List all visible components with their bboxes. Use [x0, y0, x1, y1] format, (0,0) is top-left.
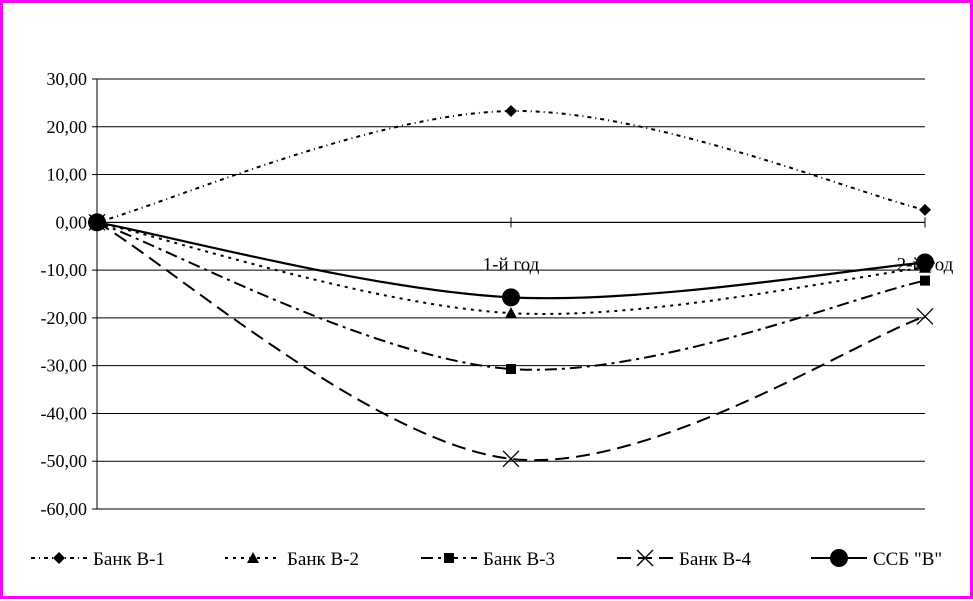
y-tick-label: -50,00 [41, 451, 88, 471]
legend-marker [444, 553, 454, 563]
data-point [505, 307, 517, 319]
data-point [916, 253, 934, 272]
legend-item: Банк В-1 [31, 549, 165, 570]
legend-item: Банк В-3 [421, 549, 555, 570]
legend-label: ССБ "В" [873, 549, 942, 570]
data-point [920, 275, 930, 286]
data-point [502, 288, 520, 307]
legend-marker [53, 552, 65, 564]
legend-item: ССБ "В" [811, 549, 942, 570]
data-point [916, 307, 934, 325]
x-axis: 1-й год 2-й год [96, 217, 954, 275]
legend-label: Банк В-2 [287, 549, 359, 570]
data-point [88, 213, 106, 232]
y-tick-label: -40,00 [41, 403, 88, 423]
series-4 [88, 213, 934, 468]
series-1 [91, 105, 931, 229]
legend: Банк В-1 Банк В-2 Банк В-3 Банк В-4 ССБ "В" [31, 549, 942, 570]
y-tick-label: 10,00 [47, 165, 88, 185]
y-tick-label: 0,00 [56, 212, 88, 232]
legend-marker [247, 552, 259, 563]
y-axis: 30,00 20,00 10,00 0,00 -10,00 -20,00 -30,00 -40… [41, 69, 98, 519]
x-tick-label: 1-й год [483, 254, 540, 275]
legend-marker [636, 549, 654, 567]
series-line [96, 110, 926, 224]
y-tick-label: 20,00 [47, 117, 88, 137]
y-tick-label: -30,00 [41, 356, 88, 376]
data-point [506, 364, 516, 375]
series-layer [88, 105, 934, 468]
series-line [96, 221, 926, 462]
series-5 [88, 213, 934, 307]
line-chart: 30,00 20,00 10,00 0,00 -10,00 -20,00 -30,00 -40… [31, 69, 954, 570]
legend-label: Банк В-1 [93, 549, 165, 570]
legend-label: Банк В-4 [679, 549, 751, 570]
series-line [96, 221, 926, 371]
data-point [502, 450, 520, 468]
legend-item: Банк В-4 [617, 549, 751, 570]
y-tick-label: -10,00 [41, 260, 88, 280]
data-point [505, 105, 517, 118]
legend-item: Банк В-2 [225, 549, 359, 570]
y-tick-label: -20,00 [41, 308, 88, 328]
y-tick-label: -60,00 [41, 499, 88, 519]
y-tick-label: 30,00 [47, 69, 88, 89]
data-point [919, 203, 931, 216]
legend-marker [830, 549, 848, 567]
legend-label: Банк В-3 [483, 549, 555, 570]
